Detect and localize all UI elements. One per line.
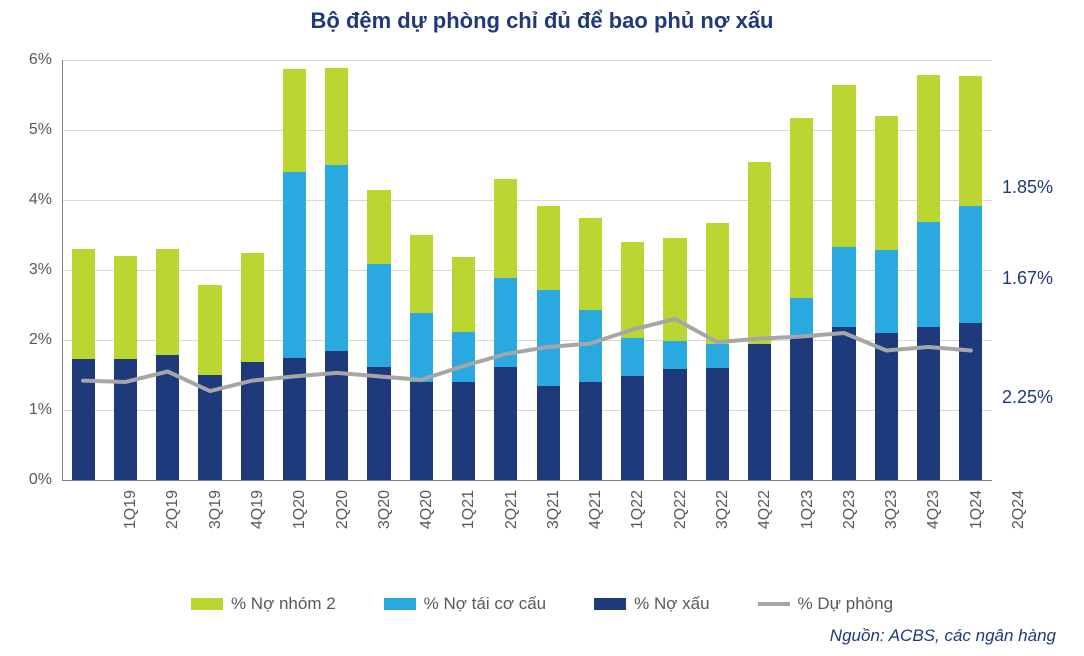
- x-tick-label: 3Q20: [376, 490, 394, 529]
- y-tick-label: 2%: [2, 331, 52, 349]
- x-tick-label: 3Q19: [207, 490, 225, 529]
- plot-area: 0%1%2%3%4%5%6%1Q192Q193Q194Q191Q202Q203Q…: [62, 60, 992, 480]
- x-tick-label: 2Q19: [165, 490, 183, 529]
- x-tick-label: 4Q21: [587, 490, 605, 529]
- x-tick-label: 2Q21: [503, 490, 521, 529]
- y-tick-label: 1%: [2, 401, 52, 419]
- legend-item: % Nợ xấu: [594, 594, 709, 614]
- end-value-label: 1.67%: [1002, 268, 1053, 289]
- x-axis: [62, 480, 992, 481]
- x-tick-label: 4Q22: [756, 490, 774, 529]
- x-tick-label: 2Q24: [1010, 490, 1028, 529]
- source-text: Nguồn: ACBS, các ngân hàng: [830, 626, 1056, 646]
- x-tick-label: 2Q20: [334, 490, 352, 529]
- end-value-label: 2.25%: [1002, 387, 1053, 408]
- x-tick-label: 1Q23: [799, 490, 817, 529]
- legend-label: % Nợ nhóm 2: [231, 594, 336, 614]
- legend-item: % Nợ tái cơ cấu: [384, 594, 546, 614]
- x-tick-label: 1Q24: [968, 490, 986, 529]
- chart-title: Bộ đệm dự phòng chỉ đủ để bao phủ nợ xấu: [0, 8, 1084, 34]
- y-tick-label: 3%: [2, 261, 52, 279]
- x-tick-label: 3Q21: [545, 490, 563, 529]
- x-tick-label: 1Q19: [122, 490, 140, 529]
- x-tick-label: 1Q21: [460, 490, 478, 529]
- x-tick-label: 3Q22: [714, 490, 732, 529]
- y-tick-label: 0%: [2, 471, 52, 489]
- legend-label: % Nợ tái cơ cấu: [424, 594, 546, 614]
- y-tick-label: 4%: [2, 191, 52, 209]
- legend-swatch: [191, 598, 223, 610]
- legend: % Nợ nhóm 2 % Nợ tái cơ cấu % Nợ xấu % Dự p…: [0, 594, 1084, 614]
- x-tick-label: 4Q20: [418, 490, 436, 529]
- x-tick-label: 2Q23: [841, 490, 859, 529]
- y-tick-label: 6%: [2, 51, 52, 69]
- x-tick-label: 2Q22: [672, 490, 690, 529]
- legend-item: % Nợ nhóm 2: [191, 594, 336, 614]
- legend-label: % Nợ xấu: [634, 594, 709, 614]
- x-tick-label: 1Q22: [630, 490, 648, 529]
- x-tick-label: 4Q19: [249, 490, 267, 529]
- end-value-label: 1.85%: [1002, 177, 1053, 198]
- x-tick-label: 3Q23: [883, 490, 901, 529]
- provision-line: [62, 60, 992, 480]
- legend-swatch: [384, 598, 416, 610]
- x-tick-label: 1Q20: [291, 490, 309, 529]
- y-tick-label: 5%: [2, 121, 52, 139]
- legend-item: % Dự phòng: [758, 594, 894, 614]
- chart-container: Bộ đệm dự phòng chỉ đủ để bao phủ nợ xấu…: [0, 0, 1084, 656]
- x-tick-label: 4Q23: [925, 490, 943, 529]
- legend-swatch: [594, 598, 626, 610]
- legend-label: % Dự phòng: [798, 594, 894, 614]
- legend-line-swatch: [758, 602, 790, 606]
